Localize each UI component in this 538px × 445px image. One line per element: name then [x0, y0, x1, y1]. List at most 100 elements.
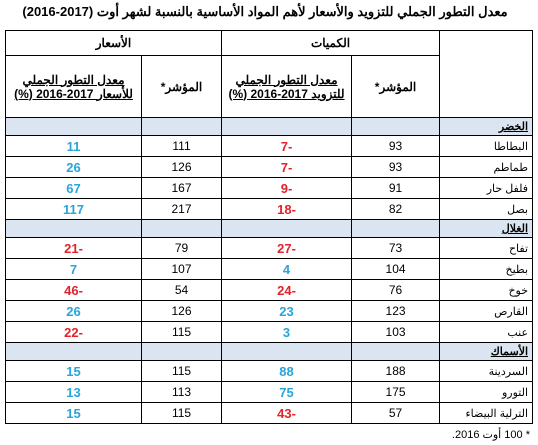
section-cell — [4, 219, 143, 238]
rate-cell: -21 — [4, 237, 143, 259]
rate-cell: 13 — [4, 381, 143, 403]
rate-cell: 26 — [4, 156, 143, 178]
rate-cell: 117 — [4, 198, 143, 220]
column-header: معدل التطور الجملي للتزويد 2017-2016 (%) — [221, 55, 353, 118]
section-cell — [4, 342, 143, 361]
section-label: الأسماك — [439, 342, 534, 361]
section-cell — [221, 117, 353, 136]
index-cell: 188 — [351, 360, 441, 382]
item-name: فلفل حار — [439, 177, 534, 199]
section-cell — [141, 342, 223, 361]
item-name: عنب — [439, 321, 534, 343]
index-cell: 126 — [141, 300, 223, 322]
index-cell: 115 — [141, 402, 223, 424]
column-header: المؤشر* — [141, 55, 223, 118]
index-cell: 79 — [141, 237, 223, 259]
data-row: فلفل حار 91 -9 167 67 — [4, 177, 534, 199]
index-cell: 73 — [351, 237, 441, 259]
corner-cell — [439, 30, 534, 118]
rate-cell: -27 — [221, 237, 353, 259]
data-row: طماطم 93 -7 126 26 — [4, 156, 534, 178]
item-name: بطيخ — [439, 258, 534, 280]
rate-cell: 23 — [221, 300, 353, 322]
data-row: الترلية البيضاء 57 -43 115 15 — [4, 402, 534, 424]
item-name: الترلية البيضاء — [439, 402, 534, 424]
data-row: القارص 123 23 126 26 — [4, 300, 534, 322]
rate-cell: 15 — [4, 402, 143, 424]
index-cell: 82 — [351, 198, 441, 220]
title: معدل التطور الجملي للتزويد والأسعار لأهم… — [22, 4, 508, 19]
section-label: الغلال — [439, 219, 534, 238]
section-row: الغلال — [4, 219, 534, 238]
index-cell: 103 — [351, 321, 441, 343]
index-cell: 111 — [141, 135, 223, 157]
section-row: الأسماك — [4, 342, 534, 361]
data-row: بصل 82 -18 217 117 — [4, 198, 534, 220]
section-cell — [351, 117, 441, 136]
item-name: السردينة — [439, 360, 534, 382]
data-row: السردينة 188 88 115 15 — [4, 360, 534, 382]
table: الكميات الأسعار المؤشر* معدل التطور الجم… — [4, 30, 534, 424]
index-cell: 91 — [351, 177, 441, 199]
rate-cell: 4 — [221, 258, 353, 280]
rate-cell: 67 — [4, 177, 143, 199]
index-cell: 115 — [141, 321, 223, 343]
index-cell: 126 — [141, 156, 223, 178]
rate-cell: 11 — [4, 135, 143, 157]
index-cell: 104 — [351, 258, 441, 280]
item-name: تفاح — [439, 237, 534, 259]
item-name: التورو — [439, 381, 534, 403]
rate-cell: 26 — [4, 300, 143, 322]
rate-cell: -24 — [221, 279, 353, 301]
rate-cell: -7 — [221, 135, 353, 157]
section-cell — [141, 219, 223, 238]
footnote: * 100 أوت 2016. — [451, 429, 530, 441]
column-header: المؤشر* — [351, 55, 441, 118]
index-cell: 115 — [141, 360, 223, 382]
item-name: القارص — [439, 300, 534, 322]
item-name: طماطم — [439, 156, 534, 178]
rate-cell: -7 — [221, 156, 353, 178]
index-cell: 54 — [141, 279, 223, 301]
index-cell: 113 — [141, 381, 223, 403]
column-header: معدل التطور الجملي للأسعار 2017-2016 (%) — [4, 55, 143, 118]
section-cell — [141, 117, 223, 136]
section-cell — [4, 117, 143, 136]
section-label: الخضر — [439, 117, 534, 136]
item-name: بصل — [439, 198, 534, 220]
data-row: خوخ 76 -24 54 -46 — [4, 279, 534, 301]
rate-cell: 15 — [4, 360, 143, 382]
index-cell: 167 — [141, 177, 223, 199]
data-row: تفاح 73 -27 79 -21 — [4, 237, 534, 259]
rate-cell: 3 — [221, 321, 353, 343]
data-row: التورو 175 75 113 13 — [4, 381, 534, 403]
section-cell — [351, 342, 441, 361]
group-header: الأسعار — [4, 30, 223, 56]
section-cell — [351, 219, 441, 238]
index-cell: 217 — [141, 198, 223, 220]
index-cell: 57 — [351, 402, 441, 424]
section-row: الخضر — [4, 117, 534, 136]
rate-cell: -9 — [221, 177, 353, 199]
index-cell: 93 — [351, 156, 441, 178]
item-name: البطاطا — [439, 135, 534, 157]
index-cell: 93 — [351, 135, 441, 157]
rate-cell: -43 — [221, 402, 353, 424]
group-header: الكميات — [221, 30, 441, 56]
index-cell: 107 — [141, 258, 223, 280]
rate-cell: 7 — [4, 258, 143, 280]
item-name: خوخ — [439, 279, 534, 301]
index-cell: 76 — [351, 279, 441, 301]
rate-cell: -22 — [4, 321, 143, 343]
rate-cell: -18 — [221, 198, 353, 220]
data-row: بطيخ 104 4 107 7 — [4, 258, 534, 280]
index-cell: 175 — [351, 381, 441, 403]
rate-cell: 88 — [221, 360, 353, 382]
section-cell — [221, 219, 353, 238]
rate-cell: -46 — [4, 279, 143, 301]
rate-cell: 75 — [221, 381, 353, 403]
data-row: عنب 103 3 115 -22 — [4, 321, 534, 343]
index-cell: 123 — [351, 300, 441, 322]
data-row: البطاطا 93 -7 111 11 — [4, 135, 534, 157]
section-cell — [221, 342, 353, 361]
